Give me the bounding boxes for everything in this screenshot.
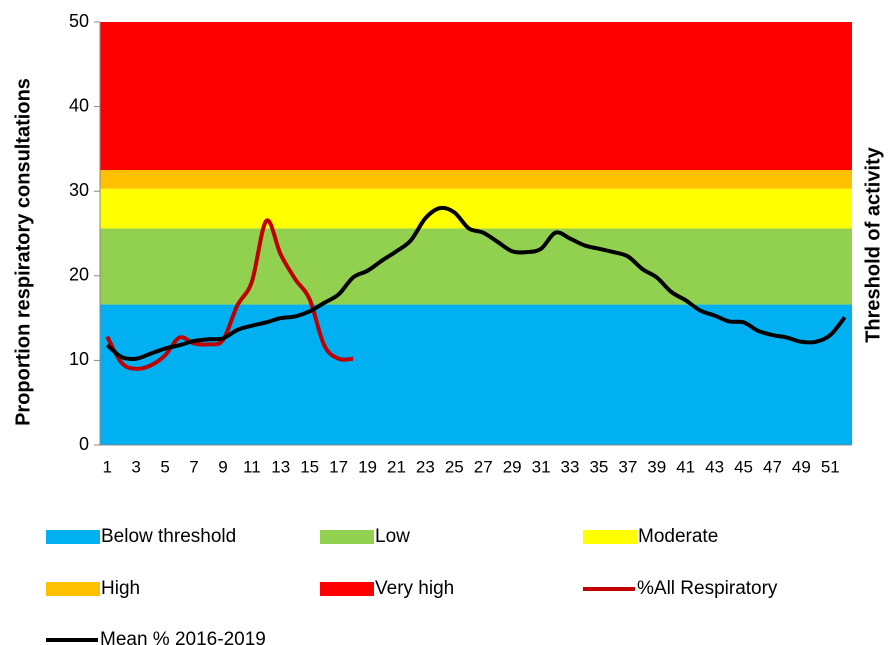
legend-swatch [46, 582, 100, 596]
y-tick-label: 20 [69, 265, 89, 285]
x-tick-label: 51 [821, 457, 840, 476]
x-tick-label: 49 [792, 457, 811, 476]
threshold-band [100, 22, 852, 171]
x-tick-label: 23 [416, 457, 435, 476]
x-tick-label: 13 [271, 457, 290, 476]
threshold-band [100, 228, 852, 305]
y-tick-label: 50 [69, 11, 89, 31]
legend-label: Below threshold [101, 526, 236, 547]
x-tick-label: 39 [647, 457, 666, 476]
x-tick-label: 31 [532, 457, 551, 476]
x-tick-label: 7 [189, 457, 198, 476]
y-tick-label: 30 [69, 180, 89, 200]
legend-label: %All Respiratory [637, 578, 778, 599]
series-line [105, 205, 847, 362]
y-tick-label: 40 [69, 95, 89, 115]
x-tick-label: 19 [358, 457, 377, 476]
legend-swatch [583, 530, 637, 544]
legend-label: Mean % 2016-2019 [100, 629, 266, 645]
x-tick-label: 35 [589, 457, 608, 476]
legend-label: Very high [375, 578, 454, 599]
x-tick-label: 17 [329, 457, 348, 476]
legend-label: Low [375, 526, 410, 547]
threshold-band [100, 304, 852, 445]
legend-label: High [101, 578, 140, 599]
y2-axis-title: Threshold of activity [862, 146, 884, 342]
x-tick-label: 21 [387, 457, 406, 476]
x-tick-label: 1 [102, 457, 111, 476]
x-tick-label: 25 [445, 457, 464, 476]
threshold-band [100, 170, 852, 189]
x-tick-label: 33 [561, 457, 580, 476]
legend-label: Moderate [638, 526, 718, 547]
x-tick-label: 29 [503, 457, 522, 476]
series-line [105, 218, 354, 371]
x-tick-label: 3 [131, 457, 140, 476]
x-tick-label: 47 [763, 457, 782, 476]
x-tick-label: 5 [160, 457, 169, 476]
x-tick-label: 45 [734, 457, 753, 476]
legend-swatch [46, 530, 100, 544]
x-tick-label: 9 [218, 457, 227, 476]
x-tick-label: 27 [474, 457, 493, 476]
y-axis-title: Proportion respiratory consultations [12, 78, 34, 426]
threshold-band [100, 188, 852, 229]
y-tick-label: 10 [69, 349, 89, 369]
legend-swatch [320, 530, 374, 544]
x-tick-label: 15 [300, 457, 319, 476]
x-tick-label: 41 [676, 457, 695, 476]
legend-swatch [320, 582, 374, 596]
x-tick-label: 37 [618, 457, 637, 476]
x-tick-label: 43 [705, 457, 724, 476]
y-tick-label: 0 [79, 434, 89, 454]
x-tick-label: 11 [243, 457, 261, 476]
